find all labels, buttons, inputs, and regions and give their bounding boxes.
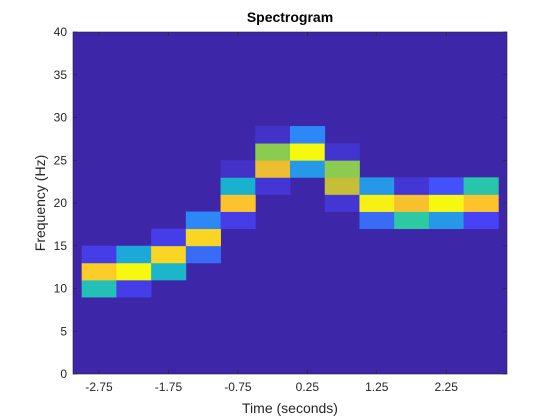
y-tick-labels: 0 5 10 15 20 25 30 35 40 xyxy=(54,25,68,381)
x-tick-label: 0.25 xyxy=(296,380,320,394)
heatmap-cell xyxy=(151,262,187,281)
heatmap-cell xyxy=(463,211,499,230)
heatmap-cell xyxy=(359,211,395,230)
x-tick-label: -1.75 xyxy=(155,380,183,394)
heatmap-cell xyxy=(151,228,187,247)
heatmap-cell xyxy=(324,143,360,161)
heatmap-cell xyxy=(185,228,221,247)
heatmap-cell xyxy=(81,279,117,298)
heatmap-cell xyxy=(116,262,152,281)
plot-frame xyxy=(72,31,508,375)
heatmap-cell xyxy=(290,126,326,144)
x-tick-label: -2.75 xyxy=(85,380,113,394)
heatmap-cell xyxy=(324,177,360,195)
heatmap-cell xyxy=(290,160,326,178)
chart-title: Spectrogram xyxy=(247,9,333,25)
heatmap-cell xyxy=(394,211,430,230)
heatmap-cell xyxy=(81,245,117,264)
heatmap-cell xyxy=(255,177,291,195)
x-axis-label: Time (seconds) xyxy=(242,400,338,416)
x-tick-label: 2.25 xyxy=(435,380,459,394)
y-tick-label: 35 xyxy=(54,68,68,82)
heatmap-cell xyxy=(359,194,395,212)
heatmap-cell xyxy=(185,245,221,264)
y-tick-label: 5 xyxy=(60,324,67,338)
heatmap-cell xyxy=(463,194,499,212)
heatmap-cell xyxy=(255,126,291,144)
heatmap-cell xyxy=(220,211,256,230)
y-tick-label: 0 xyxy=(60,367,67,381)
heatmap-cell xyxy=(185,211,221,230)
y-axis-label: Frequency (Hz) xyxy=(32,155,48,251)
plot-area xyxy=(72,31,508,375)
heatmap-cell xyxy=(428,194,464,212)
y-tick-label: 10 xyxy=(54,282,68,296)
x-tick-label: -0.75 xyxy=(224,380,252,394)
heatmap-cell xyxy=(394,177,430,195)
heatmap-cell xyxy=(463,177,499,195)
heatmap-cell xyxy=(290,143,326,161)
x-tick-labels: -2.75 -1.75 -0.75 0.25 1.25 2.25 xyxy=(85,380,458,394)
y-tick-label: 25 xyxy=(54,153,68,167)
heatmap-cell xyxy=(324,194,360,212)
heatmap-cell xyxy=(255,143,291,161)
heatmap-cell xyxy=(255,160,291,178)
x-tick-label: 1.25 xyxy=(365,380,389,394)
heatmap-cell xyxy=(116,245,152,264)
y-tick-label: 15 xyxy=(54,239,68,253)
heatmap-cells xyxy=(81,126,499,298)
heatmap-cell xyxy=(151,245,187,264)
heatmap-cell xyxy=(81,262,117,281)
heatmap-cell xyxy=(428,177,464,195)
heatmap-cell xyxy=(394,194,430,212)
heatmap-cell xyxy=(428,211,464,230)
heatmap-cell xyxy=(220,160,256,178)
heatmap-cell xyxy=(220,177,256,195)
heatmap-cell xyxy=(359,177,395,195)
heatmap-cell xyxy=(324,160,360,178)
heatmap-cell xyxy=(220,194,256,212)
y-tick-label: 30 xyxy=(54,111,68,125)
y-tick-label: 20 xyxy=(54,196,68,210)
heatmap-cell xyxy=(116,279,152,298)
y-tick-label: 40 xyxy=(54,25,68,39)
